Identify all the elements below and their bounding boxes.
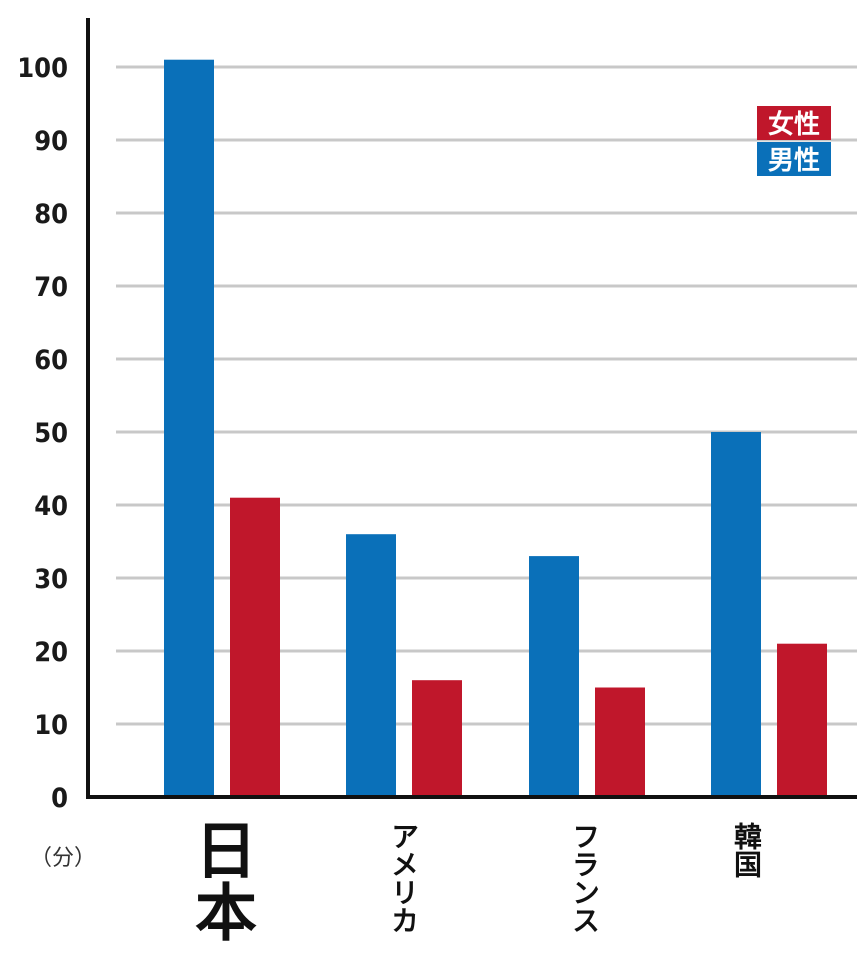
y-tick-label: 70 xyxy=(34,272,68,303)
y-tick-label: 80 xyxy=(34,199,68,230)
y-tick-label: 0 xyxy=(51,783,68,814)
legend-swatch-male xyxy=(757,142,831,176)
y-tick-label: 100 xyxy=(17,53,68,84)
bar-male-2 xyxy=(346,534,396,797)
category-label-usa: アメリカ xyxy=(387,822,420,934)
bar-male-3 xyxy=(529,556,579,797)
y-axis-ticks: 0 10 20 30 40 50 60 70 80 90 100 xyxy=(17,53,68,814)
category-label-france: フランス xyxy=(568,822,601,934)
y-tick-label: 30 xyxy=(34,564,68,595)
category-label-japan: 日本 xyxy=(184,818,257,942)
bar-male-1 xyxy=(164,59,214,797)
legend-swatch-female xyxy=(757,106,831,140)
bar-female-4 xyxy=(777,643,827,797)
y-tick-label: 50 xyxy=(34,418,68,449)
y-tick-label: 90 xyxy=(34,126,68,157)
legend-label-male: 男性 xyxy=(768,146,820,176)
y-tick-label: 40 xyxy=(34,491,68,522)
category-label-korea: 韓国 xyxy=(730,822,763,878)
y-tick-label: 60 xyxy=(34,345,68,376)
legend-label-female: 女性 xyxy=(768,109,820,140)
legend: 女性 男性 xyxy=(757,106,831,176)
unit-label: （分） xyxy=(30,846,96,871)
bar-male-4 xyxy=(711,432,761,797)
y-tick-label: 20 xyxy=(34,637,68,668)
bar-female-1 xyxy=(230,497,280,797)
bars xyxy=(164,59,827,797)
bar-female-3 xyxy=(595,687,645,797)
y-tick-label: 10 xyxy=(34,710,68,741)
bar-female-2 xyxy=(412,680,462,797)
